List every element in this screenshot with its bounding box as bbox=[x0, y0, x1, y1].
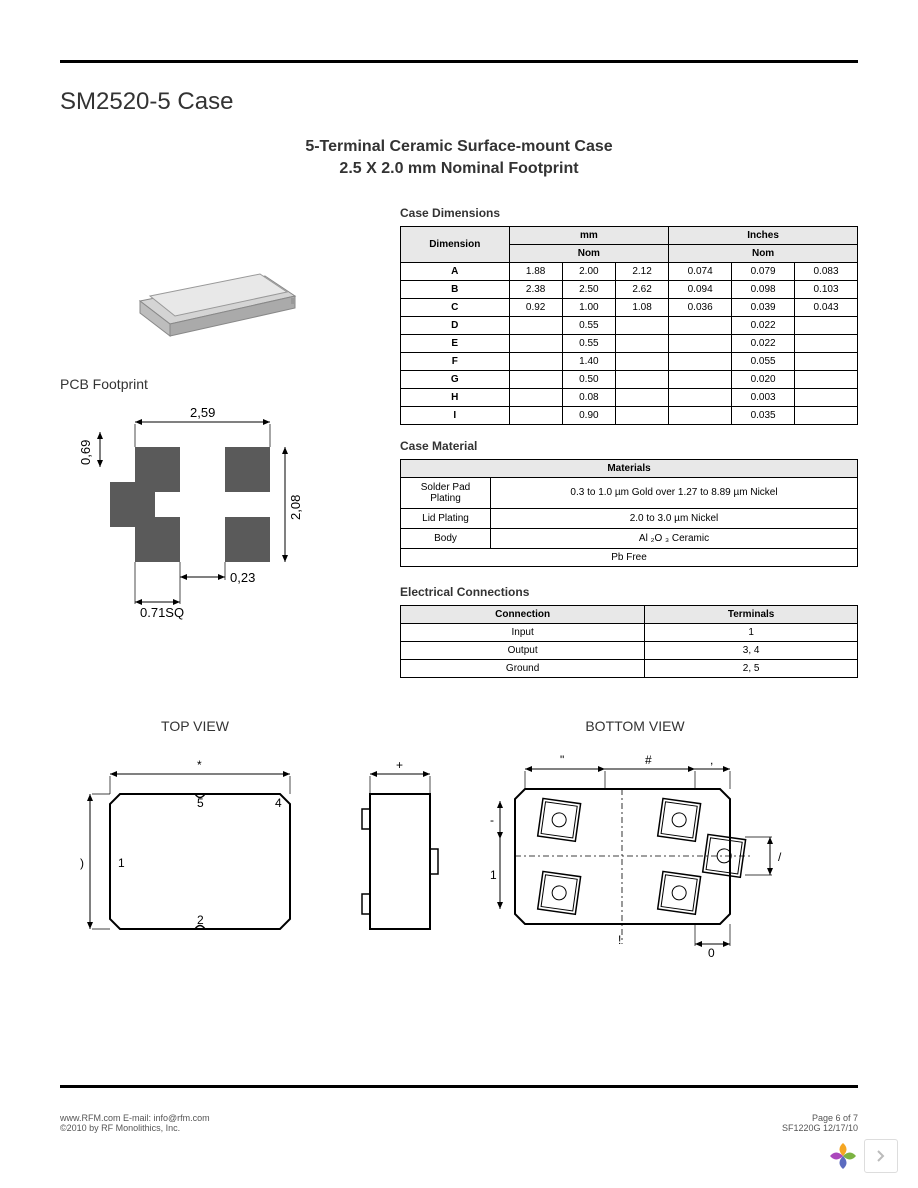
footer-right: Page 6 of 7 SF1220G 12/17/10 bbox=[782, 1113, 858, 1133]
svg-text:,: , bbox=[710, 753, 713, 767]
electrical-table: Connection Terminals Input1Output3, 4Gro… bbox=[400, 605, 858, 678]
top-view-label: TOP VIEW bbox=[60, 718, 330, 734]
table-row: Output3, 4 bbox=[401, 641, 858, 659]
table-row: Ground2, 5 bbox=[401, 659, 858, 677]
svg-text:/: / bbox=[778, 850, 782, 864]
logo-icon bbox=[828, 1141, 858, 1171]
table-row: Pb Free bbox=[401, 548, 858, 566]
svg-text:2: 2 bbox=[197, 913, 204, 927]
th-dimension: Dimension bbox=[401, 226, 510, 262]
table-row: E0.550.022 bbox=[401, 334, 858, 352]
table-row: Solder Pad Plating0.3 to 1.0 µm Gold ove… bbox=[401, 477, 858, 508]
footer-right-line1: Page 6 of 7 bbox=[782, 1113, 858, 1123]
case-dimensions-table: Dimension mm Inches Nom Nom A1.882.002.1… bbox=[400, 226, 858, 425]
chevron-right-icon bbox=[876, 1149, 886, 1163]
footer-right-line2: SF1220G 12/17/10 bbox=[782, 1123, 858, 1133]
subtitle-line2: 2.5 X 2.0 mm Nominal Footprint bbox=[60, 158, 858, 180]
footer-left-line1: www.RFM.com E-mail: info@rfm.com bbox=[60, 1113, 210, 1123]
table-row: Lid Plating2.0 to 3.0 µm Nickel bbox=[401, 508, 858, 528]
bottom-view-drawing: " # , bbox=[470, 749, 800, 959]
svg-text:1: 1 bbox=[118, 856, 125, 870]
table-row: A1.882.002.120.0740.0790.083 bbox=[401, 262, 858, 280]
svg-text:+: + bbox=[396, 758, 403, 772]
svg-text:2,08: 2,08 bbox=[288, 494, 303, 519]
table-row: Input1 bbox=[401, 623, 858, 641]
svg-text:*: * bbox=[197, 758, 202, 772]
pcb-footprint-drawing: 2,59 0,69 2,08 bbox=[60, 402, 340, 622]
footer-left-line2: ©2010 by RF Monolithics, Inc. bbox=[60, 1123, 210, 1133]
th-nom-mm: Nom bbox=[509, 244, 669, 262]
page-title: SM2520-5 Case bbox=[60, 88, 858, 116]
case-material-table: Materials Solder Pad Plating0.3 to 1.0 µ… bbox=[400, 459, 858, 567]
table-row: I0.900.035 bbox=[401, 406, 858, 424]
table-row: H0.080.003 bbox=[401, 388, 858, 406]
th-connection: Connection bbox=[401, 605, 645, 623]
top-view-drawing: * ) 1 5 4 2 bbox=[60, 749, 330, 959]
svg-text:1: 1 bbox=[490, 868, 497, 882]
th-inches: Inches bbox=[669, 226, 858, 244]
pcb-footprint-label: PCB Footprint bbox=[60, 376, 370, 392]
table-row: B2.382.502.620.0940.0980.103 bbox=[401, 280, 858, 298]
svg-text:#: # bbox=[645, 753, 652, 767]
table-row: BodyAl ₂O ₃ Ceramic bbox=[401, 528, 858, 548]
subtitle-line1: 5-Terminal Ceramic Surface-mount Case bbox=[60, 136, 858, 158]
case-material-header: Case Material bbox=[400, 439, 858, 453]
svg-text:-: - bbox=[490, 813, 494, 827]
svg-text:": " bbox=[560, 753, 564, 767]
svg-text:0.71SQ: 0.71SQ bbox=[140, 605, 184, 620]
th-nom-in: Nom bbox=[669, 244, 858, 262]
svg-text:4: 4 bbox=[275, 796, 282, 810]
bottom-view-label: BOTTOM VIEW bbox=[470, 718, 800, 734]
chip-3d-illustration bbox=[115, 216, 315, 356]
th-mm: mm bbox=[509, 226, 669, 244]
table-row: F1.400.055 bbox=[401, 352, 858, 370]
th-terminals: Terminals bbox=[645, 605, 858, 623]
electrical-header: Electrical Connections bbox=[400, 585, 858, 599]
next-page-button[interactable] bbox=[864, 1139, 898, 1173]
svg-text:5: 5 bbox=[197, 796, 204, 810]
table-row: G0.500.020 bbox=[401, 370, 858, 388]
svg-text:2,59: 2,59 bbox=[190, 405, 215, 420]
svg-text:0,23: 0,23 bbox=[230, 570, 255, 585]
svg-text:): ) bbox=[80, 856, 84, 870]
th-materials: Materials bbox=[401, 459, 858, 477]
svg-text:!: ! bbox=[618, 933, 621, 947]
table-row: C0.921.001.080.0360.0390.043 bbox=[401, 298, 858, 316]
footer-left: www.RFM.com E-mail: info@rfm.com ©2010 b… bbox=[60, 1113, 210, 1133]
svg-text:0,69: 0,69 bbox=[78, 439, 93, 464]
side-view-drawing: + bbox=[350, 749, 450, 959]
table-row: D0.550.022 bbox=[401, 316, 858, 334]
case-dimensions-header: Case Dimensions bbox=[400, 206, 858, 220]
svg-text:0: 0 bbox=[708, 946, 715, 959]
side-view-label bbox=[350, 718, 450, 734]
corner-widget bbox=[828, 1139, 898, 1173]
subtitle: 5-Terminal Ceramic Surface-mount Case 2.… bbox=[60, 136, 858, 181]
